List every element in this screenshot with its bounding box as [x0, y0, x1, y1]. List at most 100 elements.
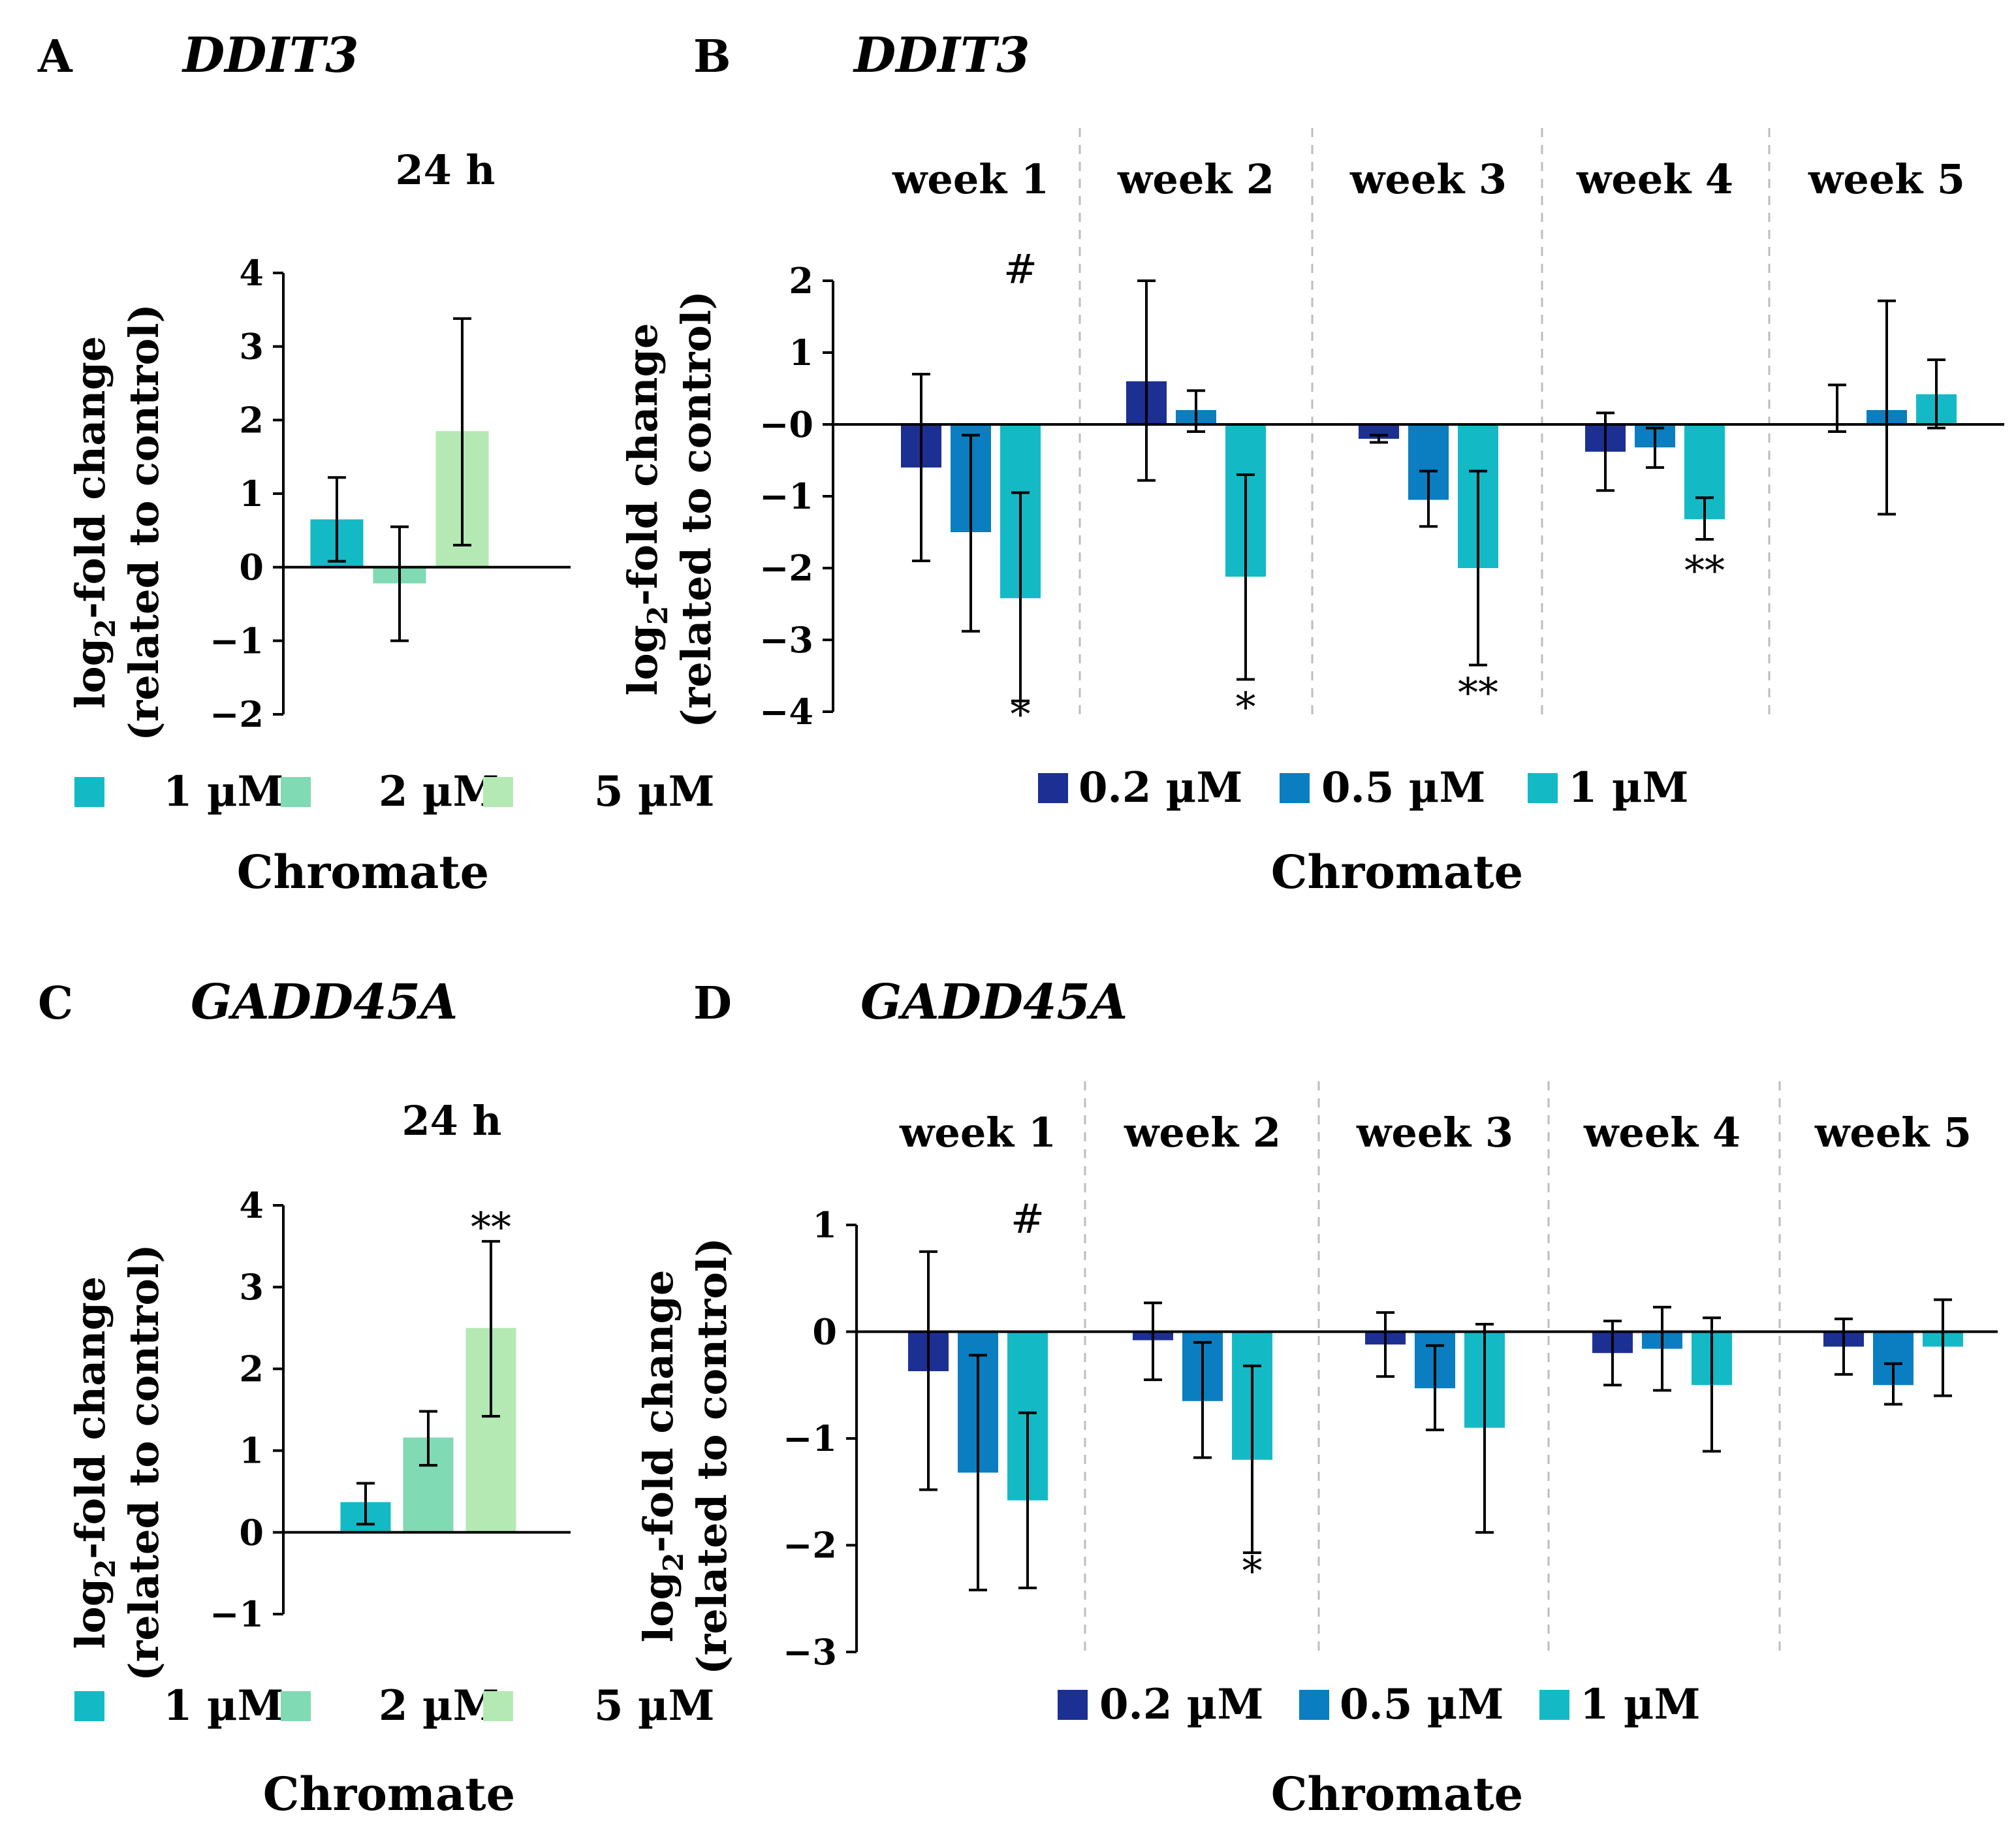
panel-b-week-header: week 3 — [1349, 155, 1507, 203]
panel-a-y-tick-label: 1 — [239, 473, 264, 515]
panel-b-error-bar — [1878, 299, 1896, 516]
panel-b-bar-0.2uM — [1359, 424, 1399, 439]
panel-d-week-header: week 1 — [899, 1109, 1056, 1156]
y-label-log: log — [67, 638, 114, 708]
panel-d-week-header: week 5 — [1814, 1109, 1972, 1156]
panel-b-week-header: week 1 — [892, 155, 1049, 203]
panel-d-error-bar — [1193, 1341, 1212, 1459]
panel-b-y-tick-label: −1 — [759, 475, 813, 517]
panel-b-y-tick-label: −0 — [759, 404, 813, 445]
panel-b-legend-swatch — [1528, 773, 1558, 803]
panel-c-legend-label: 2 µM — [379, 1681, 499, 1730]
panel-a-y-tick-label: 4 — [239, 252, 264, 294]
panel-c-label: C — [38, 977, 73, 1030]
panel-b-error-bar — [912, 373, 930, 562]
panel-a-y-tick-label: 2 — [239, 399, 264, 441]
panel-b-label: B — [693, 31, 731, 83]
panel-d-error-bar — [1934, 1298, 1952, 1397]
panel-c-y-tick-label: 3 — [239, 1266, 264, 1308]
panel-d-gene-title: GADD45A — [860, 974, 1127, 1030]
panel-d-legend-label: 0.5 µM — [1340, 1680, 1504, 1729]
panel-b-week-header: week 2 — [1117, 155, 1274, 203]
panel-b-error-bar — [1596, 411, 1614, 492]
panel-c-subtitle: 24 h — [402, 1097, 502, 1145]
panel-d-y-tick-label: −3 — [783, 1631, 837, 1673]
panel-d-error-bar — [1835, 1317, 1853, 1376]
panel-d-error-bar — [1884, 1362, 1902, 1406]
panel-b-y-label-line1: log2-fold change — [619, 323, 674, 696]
panel-a-y-tick-label: −2 — [210, 693, 264, 735]
panel-b-significance-marker: * — [1011, 691, 1031, 738]
panel-b: B DDIT3 week 1 week 2 week 3 week 4 week 5 2 1 −0… — [619, 27, 2004, 899]
panel-c-legend-swatch — [483, 1691, 513, 1721]
panel-c-y-tick-label: −1 — [210, 1593, 264, 1635]
panel-c-y-label-line1: log2-fold change — [67, 1277, 121, 1649]
panel-d-week-header: week 3 — [1356, 1109, 1513, 1156]
panel-d-y-label-line1: log2-fold change — [635, 1270, 689, 1643]
panel-d-legend-label: 0.2 µM — [1099, 1680, 1263, 1729]
panel-a-error-bar — [328, 476, 346, 563]
panel-d-error-bar — [1243, 1364, 1261, 1554]
panel-d-error-bar — [1703, 1316, 1721, 1453]
y-label-rest: -fold change — [635, 1270, 682, 1553]
panel-d-y-tick-label: −2 — [783, 1525, 837, 1566]
panel-a-x-title: Chromate — [237, 845, 489, 899]
panel-d-legend-swatch — [1539, 1690, 1569, 1720]
panel-a-legend-swatch — [483, 777, 513, 807]
panel-a-error-bar — [453, 317, 471, 547]
panel-d-week-header: week 4 — [1583, 1109, 1740, 1156]
y-label-rest: -fold change — [67, 1277, 114, 1559]
panel-d-legend-label: 1 µM — [1580, 1680, 1701, 1729]
panel-b-x-title: Chromate — [1271, 845, 1523, 899]
panel-b-error-bar — [1137, 279, 1156, 482]
panel-a-y-tick-label: 3 — [239, 326, 264, 368]
panel-c-y-label-line2: (related to control) — [120, 1244, 168, 1681]
panel-b-legend-swatch — [1280, 773, 1310, 803]
panel-c-y-tick-label: 2 — [239, 1348, 264, 1389]
panel-d-significance-marker: * — [1242, 1547, 1263, 1595]
panel-a-subtitle: 24 h — [396, 146, 496, 194]
panel-b-error-bar — [1419, 469, 1438, 528]
panel-b-error-bar — [1695, 496, 1714, 541]
y-label-subscript: 2 — [89, 619, 121, 638]
panel-b-y-label-line2: (related to control) — [672, 291, 720, 728]
panel-d-x-title: Chromate — [1271, 1767, 1523, 1821]
panel-a-y-tick-label: 0 — [239, 547, 264, 588]
panel-d-error-bar — [919, 1250, 937, 1491]
y-label-log: log — [635, 1572, 682, 1642]
panel-c-legend-label: 5 µM — [594, 1681, 715, 1730]
panel-a-y-label-line2: (related to control) — [120, 304, 168, 741]
panel-d-y-tick-label: −1 — [783, 1418, 837, 1459]
panel-d-error-bar — [969, 1354, 987, 1592]
panel-d-hash-annotation: # — [1011, 1195, 1045, 1243]
panel-b-error-bar — [1011, 491, 1030, 703]
y-label-rest: -fold change — [67, 336, 114, 619]
panel-d: D GADD45A week 1 week 2 week 3 week 4 week 5 1 0… — [635, 974, 1998, 1821]
panel-c-significance-marker: ** — [471, 1203, 511, 1251]
panel-a-gene-title: DDIT3 — [181, 27, 359, 84]
panel-c-x-title: Chromate — [263, 1767, 515, 1821]
panel-b-significance-marker: ** — [1684, 547, 1725, 595]
y-label-log: log — [619, 625, 667, 695]
panel-b-gene-title: DDIT3 — [853, 27, 1030, 84]
panel-b-hash-annotation: # — [1003, 246, 1037, 293]
panel-d-error-bar — [1018, 1411, 1037, 1589]
panel-a-legend-swatch — [74, 777, 104, 807]
panel-d-label: D — [693, 977, 732, 1030]
panel-c-legend-label: 1 µM — [163, 1681, 284, 1730]
y-label-subscript: 2 — [89, 1559, 121, 1578]
y-label-log: log — [67, 1578, 114, 1649]
panel-c-legend-swatch — [281, 1691, 311, 1721]
panel-b-legend-label: 0.5 µM — [1321, 763, 1485, 812]
panel-b-error-bar — [962, 434, 980, 633]
y-label-subscript: 2 — [657, 1553, 689, 1572]
panel-b-legend-swatch — [1038, 773, 1068, 803]
panel-a-legend-label: 5 µM — [594, 767, 715, 816]
panel-c-error-bar — [419, 1410, 437, 1467]
panel-b-y-tick-label: 2 — [789, 260, 813, 302]
panel-a-y-label-line1: log2-fold change — [67, 336, 121, 709]
panel-a-legend-label: 1 µM — [163, 767, 284, 816]
